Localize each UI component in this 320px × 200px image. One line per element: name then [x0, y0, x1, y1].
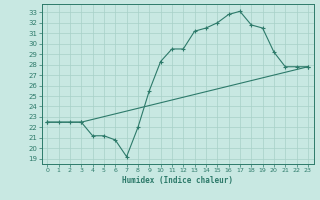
- X-axis label: Humidex (Indice chaleur): Humidex (Indice chaleur): [122, 176, 233, 185]
